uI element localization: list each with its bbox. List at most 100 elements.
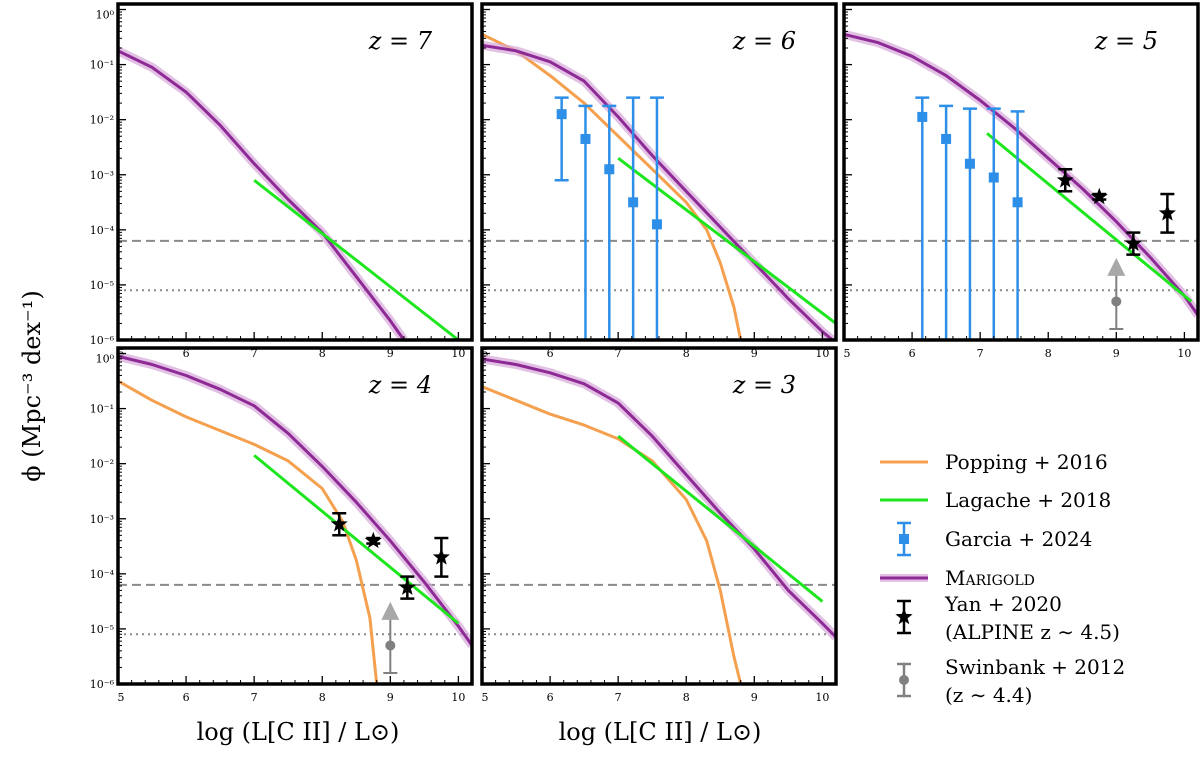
square-marker: [1012, 197, 1023, 208]
x-tick-label: 8: [683, 691, 690, 704]
x-tick-label: 10: [451, 347, 465, 360]
star-marker: [432, 548, 450, 565]
series-lagache-line: [617, 434, 824, 603]
panel-z3: 5 6 7 8 9 10 z = 3: [480, 346, 838, 704]
legend-label: Popping + 2016: [945, 450, 1108, 474]
square-marker: [988, 172, 999, 183]
plot-area: [482, 354, 836, 684]
legend-star-marker: [895, 608, 913, 625]
circle-marker: [1111, 296, 1122, 307]
series-lagache-line: [617, 157, 836, 325]
star-marker: [330, 515, 348, 532]
ticks: [117, 8, 460, 341]
x-tick-label: 7: [251, 347, 258, 360]
x-tick-label: 7: [251, 691, 258, 704]
data-point-star: [1090, 187, 1108, 205]
square-marker: [628, 197, 639, 208]
data-point-star: [1056, 167, 1074, 193]
legend: Popping + 2016 Lagache + 2018 Garcia + 202…: [880, 450, 1125, 707]
star-marker: [1158, 204, 1176, 221]
legend-item-swinbank: Swinbank + 2012 (z ∼ 4.4): [897, 655, 1125, 707]
circle-marker: [385, 640, 396, 651]
x-tick-label: 8: [1045, 347, 1052, 360]
legend-label: Garcia + 2024: [945, 527, 1092, 551]
lower-limit-arrow: [1107, 257, 1126, 276]
x-tick-label: 8: [319, 691, 326, 704]
square-marker: [651, 219, 662, 230]
x-tick-label: 9: [751, 691, 758, 704]
panel-z4: 5 6 7 8 9 10 10⁻⁶ 10⁻⁵ 10⁻⁴ 10⁻³ 10⁻² 10⁻¹ 10⁰ z = 4: [90, 346, 474, 704]
series-marigold-line: [118, 354, 472, 647]
y-tick-label: 10⁻⁴: [90, 224, 115, 237]
data-point-circle: [1107, 257, 1126, 330]
square-marker: [556, 109, 567, 120]
square-marker: [580, 133, 591, 144]
panel-redshift-label: z = 7: [368, 27, 433, 55]
x-tick-label: 7: [977, 347, 984, 360]
series-marigold-band: [118, 351, 472, 649]
data-point-square: [939, 104, 954, 340]
panel-redshift-label: z = 6: [732, 27, 796, 55]
x-tick-label: 5: [482, 691, 489, 704]
data-point-star: [432, 536, 450, 578]
data-point-square: [554, 96, 569, 182]
ticks: [117, 352, 460, 685]
star-marker: [364, 531, 382, 549]
y-tick-label: 10⁻³: [90, 169, 114, 182]
y-tick-label: 10⁻⁵: [90, 279, 114, 292]
panel-z5: 5 6 7 8 9 10 z = 5: [842, 2, 1200, 360]
panel-redshift-label: z = 4: [368, 371, 432, 399]
x-tick-label: 7: [615, 691, 622, 704]
x-tick-label: 6: [547, 347, 554, 360]
x-tick-label: 5: [118, 691, 125, 704]
lower-limit-arrow: [381, 601, 400, 620]
square-marker: [917, 111, 928, 122]
plot-area: [118, 46, 472, 340]
legend-item-yan: Yan + 2020 (ALPINE z ∼ 4.5): [895, 592, 1120, 644]
star-marker: [398, 578, 416, 595]
data-point-square: [915, 96, 930, 340]
series-marigold-line: [482, 43, 835, 340]
series-popping-line: [118, 379, 379, 684]
panels: 5 6 7 8 9 10 10⁻⁶ 10⁻⁵ 10⁻⁴ 10⁻³ 10⁻² 10⁻¹ 10⁰ z = 7 5…: [90, 2, 1200, 704]
series-lagache-line: [253, 179, 460, 340]
plot-area: [482, 32, 836, 340]
y-tick-label: 10⁻³: [90, 513, 114, 526]
x-tick-label: 6: [183, 347, 190, 360]
x-tick-label: 9: [387, 691, 394, 704]
data-point-star: [364, 531, 382, 549]
data-point-square: [1010, 110, 1025, 340]
series-lagache-line: [986, 132, 1193, 303]
x-tick-label: 7: [615, 347, 622, 360]
data-point-square: [578, 104, 593, 340]
series-marigold-line: [482, 357, 836, 639]
data-point-star: [1158, 192, 1176, 234]
y-tick-label: 10⁻⁶: [90, 678, 115, 691]
y-tick-label: 10⁻¹: [90, 403, 114, 416]
legend-label: Lagache + 2018: [945, 488, 1111, 512]
y-tick-label: 10⁻⁶: [90, 334, 115, 347]
legend-circle-marker: [899, 675, 909, 685]
square-marker: [964, 158, 975, 169]
ticks: [481, 352, 824, 685]
legend-item-marigold: Marigold: [880, 566, 1035, 590]
star-marker: [1090, 187, 1108, 205]
series-popping-line: [482, 32, 743, 340]
series-popping-line: [482, 385, 743, 684]
x-tick-label: 6: [183, 691, 190, 704]
y-tick-label: 10⁻¹: [90, 59, 114, 72]
x-tick-label: 10: [815, 347, 829, 360]
x-tick-label: 8: [319, 347, 326, 360]
series-marigold-band: [844, 29, 1198, 318]
legend-item-popping: Popping + 2016: [880, 450, 1108, 474]
square-marker: [604, 164, 615, 175]
x-tick-label: 9: [751, 347, 758, 360]
legend-label: Marigold: [945, 566, 1035, 590]
y-tick-label: 10⁻⁴: [90, 568, 115, 581]
data-point-square: [962, 107, 977, 340]
data-point-circle: [381, 601, 400, 674]
y-tick-label: 10⁻⁵: [90, 623, 114, 636]
x-tick-label: 8: [683, 347, 690, 360]
panel-z6: 5 6 7 8 9 10z = 6: [480, 2, 838, 360]
